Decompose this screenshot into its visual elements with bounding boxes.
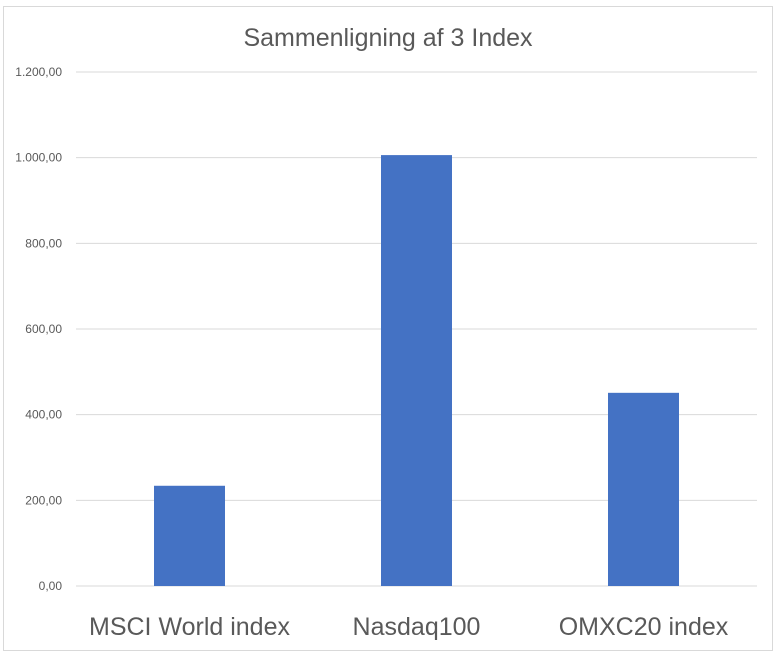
bar-2: [381, 155, 452, 586]
bars: [154, 155, 679, 586]
y-axis-ticks: 0,00 200,00 400,00 600,00 800,00 1.000,00 1.20…: [15, 65, 62, 593]
x-tick-label: Nasdaq100: [353, 613, 481, 641]
y-tick-label: 800,00: [25, 236, 62, 250]
y-tick-label: 400,00: [25, 408, 62, 422]
x-tick-label: OMXC20 index: [559, 613, 729, 641]
x-tick-label: MSCI World index: [89, 613, 290, 641]
y-tick-label: 1.000,00: [15, 151, 62, 165]
x-axis-ticks: MSCI World index Nasdaq100 OMXC20 index: [89, 613, 729, 641]
chart-title: Sammenligning af 3 Index: [243, 24, 533, 52]
y-tick-label: 600,00: [25, 322, 62, 336]
y-tick-label: 1.200,00: [15, 65, 62, 79]
bar-3: [608, 392, 679, 586]
y-tick-label: 200,00: [25, 493, 62, 507]
y-tick-label: 0,00: [39, 579, 63, 593]
bar-1: [154, 485, 225, 586]
